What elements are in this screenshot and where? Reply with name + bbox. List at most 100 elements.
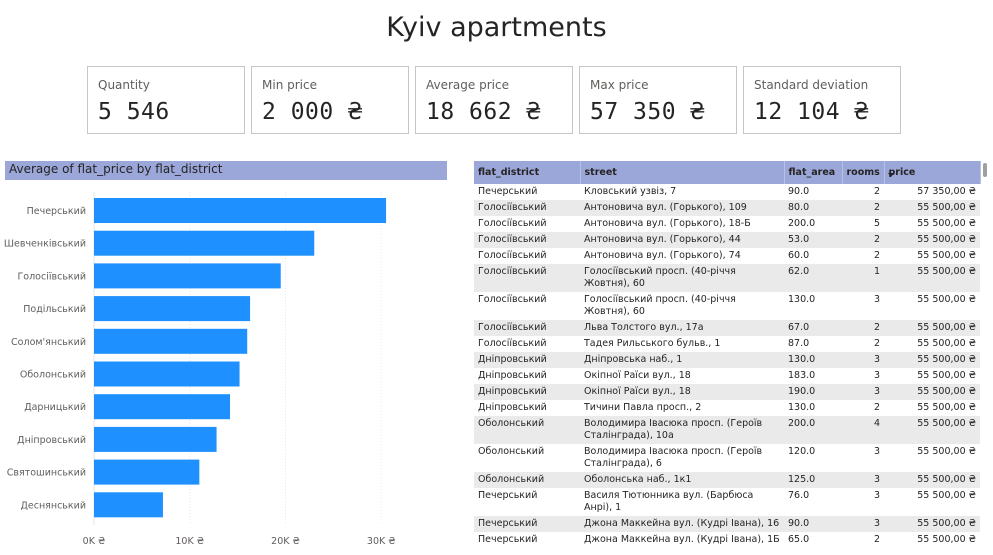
cell-street: Антоновича вул. (Горького), 18-Б <box>580 216 784 232</box>
cell-rooms: 3 <box>842 472 884 488</box>
kpi-card-min-price[interactable]: Min price 2 000 ₴ <box>251 66 409 134</box>
cell-rooms: 2 <box>842 184 884 200</box>
data-table[interactable]: flat_district street flat_area rooms pri… <box>474 161 982 555</box>
bar[interactable] <box>94 394 230 420</box>
table-row[interactable]: Голосіївський Антоновича вул. (Горького),… <box>474 216 980 232</box>
table-row[interactable]: Голосіївський Голосіївський просп. (40-рі… <box>474 264 980 292</box>
kpi-card-average-price[interactable]: Average price 18 662 ₴ <box>415 66 573 134</box>
kpi-value: 5 546 <box>98 99 170 125</box>
column-header-rooms[interactable]: rooms <box>842 161 885 184</box>
cell-street: Окіпної Раїси вул., 18 <box>580 384 784 400</box>
cell-flat-district: Дніпровський <box>474 368 580 384</box>
kpi-card-standard-deviation[interactable]: Standard deviation 12 104 ₴ <box>743 66 901 134</box>
table-scrollbar[interactable] <box>982 163 988 553</box>
bar[interactable] <box>94 230 315 256</box>
cell-flat-area: 62.0 <box>784 264 842 292</box>
cell-street: Тадея Рильського бульв., 1 <box>580 336 784 352</box>
table-row[interactable]: Голосіївський Антоновича вул. (Горького),… <box>474 248 980 264</box>
table-row[interactable]: Голосіївський Антоновича вул. (Горького),… <box>474 232 980 248</box>
kpi-label: Standard deviation <box>754 78 869 92</box>
column-header-flat-district[interactable]: flat_district <box>474 161 581 184</box>
cell-flat-district: Оболонський <box>474 472 580 488</box>
table-row[interactable]: Голосіївський Голосіївський просп. (40-рі… <box>474 292 980 320</box>
cell-flat-district: Голосіївський <box>474 232 580 248</box>
cell-rooms: 5 <box>842 216 884 232</box>
bar[interactable] <box>94 263 281 289</box>
cell-street: Антоновича вул. (Горького), 109 <box>580 200 784 216</box>
table-row[interactable]: Оболонський Володимира Івасюка просп. (Ге… <box>474 444 980 472</box>
table-row[interactable]: Печерський Кловський узвіз, 7 90.0 2 57 350,… <box>474 184 980 200</box>
chart-title-bar: Average of flat_price by flat_district <box>5 161 447 180</box>
cell-price: 55 500,00 ₴ <box>884 532 980 548</box>
x-tick-label: 0K ₴ <box>83 536 106 547</box>
column-header-street[interactable]: street <box>580 161 785 184</box>
cell-street: Голосіївський просп. (40-річчя Жовтня), … <box>580 264 784 292</box>
x-tick-label: 10K ₴ <box>175 536 204 547</box>
cell-flat-district: Оболонський <box>474 416 580 444</box>
bar[interactable] <box>94 426 217 452</box>
kpi-card-max-price[interactable]: Max price 57 350 ₴ <box>579 66 737 134</box>
cell-price: 55 500,00 ₴ <box>884 516 980 532</box>
cell-street: Дніпровська наб., 1 <box>580 352 784 368</box>
column-header-price[interactable]: price <box>884 161 981 184</box>
column-header-flat-area[interactable]: flat_area <box>784 161 843 184</box>
table-row[interactable]: Оболонський Володимира Івасюка просп. (Ге… <box>474 416 980 444</box>
cell-street: Василя Тютюнника вул. (Барбюса Анрі), 1 <box>580 488 784 516</box>
cell-flat-area: 125.0 <box>784 472 842 488</box>
kpi-label: Max price <box>590 78 649 92</box>
chart-title: Average of flat_price by flat_district <box>9 162 223 176</box>
cell-price: 55 500,00 ₴ <box>884 232 980 248</box>
table-row[interactable]: Голосіївський Льва Толстого вул., 17а 67.0… <box>474 320 980 336</box>
x-tick-label: 20K ₴ <box>271 536 300 547</box>
cell-flat-area: 200.0 <box>784 216 842 232</box>
table-row[interactable]: Печерський Джона Маккейна вул. (Кудрі Іва… <box>474 516 980 532</box>
cell-rooms: 2 <box>842 336 884 352</box>
cell-street: Кловський узвіз, 7 <box>580 184 784 200</box>
table-row[interactable]: Дніпровський Окіпної Раїси вул., 18 183.0 3… <box>474 368 980 384</box>
cell-flat-district: Дніпровський <box>474 400 580 416</box>
sort-descending-icon[interactable] <box>888 173 894 177</box>
category-label: Оболонський <box>20 370 86 381</box>
cell-price: 55 500,00 ₴ <box>884 416 980 444</box>
cell-flat-district: Голосіївський <box>474 248 580 264</box>
cell-rooms: 2 <box>842 200 884 216</box>
table-row[interactable]: Дніпровський Дніпровська наб., 1 130.0 3 55 … <box>474 352 980 368</box>
cell-street: Голосіївський просп. (40-річчя Жовтня), … <box>580 292 784 320</box>
table-row[interactable]: Оболонський Оболонська наб., 1к1 125.0 3 55 … <box>474 472 980 488</box>
bar[interactable] <box>94 492 163 518</box>
bar[interactable] <box>94 361 240 387</box>
cell-price: 55 500,00 ₴ <box>884 292 980 320</box>
cell-flat-area: 130.0 <box>784 400 842 416</box>
bar[interactable] <box>94 296 251 322</box>
cell-flat-district: Дніпровський <box>474 352 580 368</box>
cell-flat-district: Голосіївський <box>474 200 580 216</box>
scrollbar-thumb[interactable] <box>983 163 987 177</box>
category-label: Печерський <box>27 206 86 217</box>
cell-street: Джона Маккейна вул. (Кудрі Івана), 16 <box>580 516 784 532</box>
table-row[interactable]: Печерський Василя Тютюнника вул. (Барбюса… <box>474 488 980 516</box>
cell-price: 55 500,00 ₴ <box>884 488 980 516</box>
cell-rooms: 3 <box>842 292 884 320</box>
cell-flat-district: Печерський <box>474 488 580 516</box>
bar[interactable] <box>94 198 387 223</box>
bar[interactable] <box>94 328 248 354</box>
cell-rooms: 3 <box>842 368 884 384</box>
kpi-card-quantity[interactable]: Quantity 5 546 <box>87 66 245 134</box>
bar-chart[interactable]: 0K ₴ 10K ₴ 20K ₴ 30K ₴ Печерський Шевченківсь… <box>0 180 450 555</box>
bar[interactable] <box>94 459 200 485</box>
cell-rooms: 2 <box>842 232 884 248</box>
cell-flat-district: Голосіївський <box>474 292 580 320</box>
cell-flat-district: Оболонський <box>474 444 580 472</box>
table-row[interactable]: Печерський Джона Маккейна вул. (Кудрі Іва… <box>474 532 980 548</box>
cell-flat-area: 130.0 <box>784 292 842 320</box>
cell-street: Володимира Івасюка просп. (Героїв Сталін… <box>580 416 784 444</box>
category-label: Подільський <box>23 304 86 315</box>
table-row[interactable]: Дніпровський Тичини Павла просп., 2 130.0 2… <box>474 400 980 416</box>
cell-street: Оболонська наб., 1к1 <box>580 472 784 488</box>
cell-flat-area: 80.0 <box>784 200 842 216</box>
table-row[interactable]: Дніпровський Окіпної Раїси вул., 18 190.0 3… <box>474 384 980 400</box>
category-label: Дніпровський <box>17 435 86 446</box>
table-row[interactable]: Голосіївський Антоновича вул. (Горького),… <box>474 200 980 216</box>
cell-price: 55 500,00 ₴ <box>884 264 980 292</box>
